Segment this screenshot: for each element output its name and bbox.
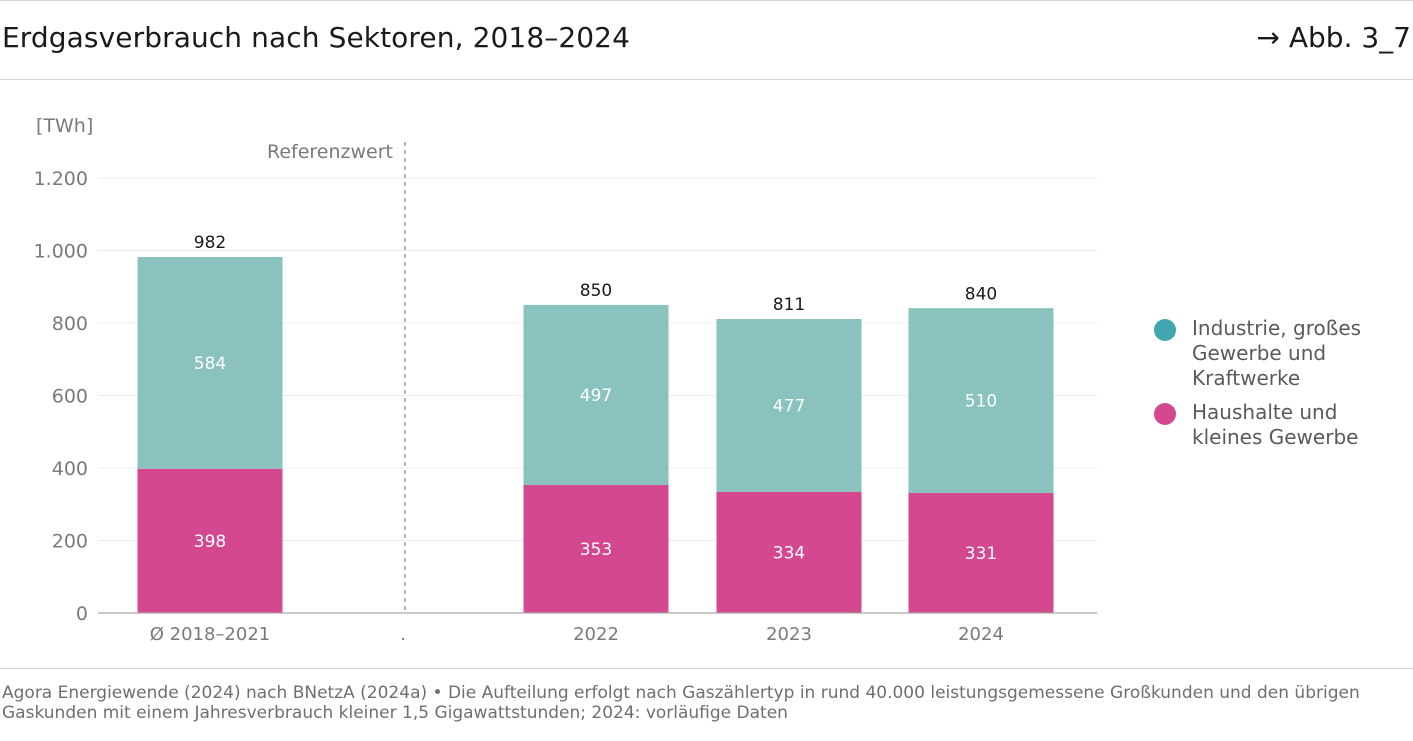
legend-label-haushalte: Haushalte und kleines Gewerbe [1192,400,1359,449]
bar-labels: 398 584 982 353 497 850 334 477 811 331 510 840 [194,233,997,564]
bar-haushalte-4 [908,493,1054,613]
total-label-2: 850 [580,281,612,301]
footer-divider [0,668,1413,669]
segment-label-industrie-2: 497 [580,386,612,406]
figure-reference-link[interactable]: → Abb. 3_7 [1256,21,1412,54]
bar-industrie-3 [716,319,862,492]
bar-industrie-2 [523,304,669,486]
chart-title: Erdgasverbrauch nach Sektoren, 2018–2024 [2,21,630,54]
y-tick-label-200: 200 [52,531,88,553]
chart-header: Erdgasverbrauch nach Sektoren, 2018–2024… [0,1,1413,80]
total-label-0: 982 [194,233,226,253]
segment-label-industrie-3: 477 [773,396,805,416]
segment-label-haushalte-4: 331 [965,544,997,564]
legend-label-industrie: Industrie, großes Gewerbe und Kraftwerke [1192,316,1362,390]
bar-industrie-0 [137,257,283,469]
x-tick-label-0: Ø 2018–2021 [150,624,271,645]
y-tick-label-1000: 1.000 [34,241,88,263]
y-tick-label-0: 0 [76,603,88,625]
x-tick-label-2: 2022 [573,624,619,645]
y-tick-label-400: 400 [52,458,88,480]
reference-annotation-label: Referenzwert [267,141,393,163]
total-label-3: 811 [773,295,805,315]
y-tick-label-600: 600 [52,386,88,408]
bar-industrie-4 [908,308,1054,494]
segment-label-industrie-0: 584 [194,354,226,374]
segment-label-haushalte-2: 353 [580,540,612,560]
y-tick-label-1200: 1.200 [34,168,88,190]
x-tick-label-1: . [400,624,406,645]
bar-haushalte-0 [137,468,283,613]
source-note: Agora Energiewende (2024) nach BNetzA (2… [2,683,1360,723]
segment-label-haushalte-0: 398 [194,532,226,552]
bar-haushalte-3 [716,491,862,613]
segment-label-industrie-4: 510 [965,392,997,412]
x-tick-label-3: 2023 [766,624,812,645]
x-axis: Ø 2018–2021. 2022 2023 2024 [98,612,1097,645]
y-axis: [TWh] 0 200 400 600 800 1.000 1.200 [34,115,94,625]
bars [137,257,1054,613]
bar-haushalte-2 [523,485,669,613]
legend-item-haushalte: Haushalte und kleines Gewerbe [1154,400,1404,450]
y-tick-label-800: 800 [52,313,88,335]
legend-swatch-haushalte [1154,403,1176,425]
x-tick-label-4: 2024 [958,624,1004,645]
reference-annotation: Referenzwert [267,141,406,610]
chart-legend: Industrie, großes Gewerbe und Kraftwerke… [1154,316,1404,459]
legend-item-industrie: Industrie, großes Gewerbe und Kraftwerke [1154,316,1404,391]
total-label-4: 840 [965,285,997,305]
segment-label-haushalte-3: 334 [773,543,805,563]
y-axis-unit-label: [TWh] [36,115,93,137]
top-border [0,0,1413,1]
legend-swatch-industrie [1154,319,1176,341]
stacked-bar-chart: [TWh] 0 200 400 600 800 1.000 1.200 398 584 982 35… [34,115,1097,645]
